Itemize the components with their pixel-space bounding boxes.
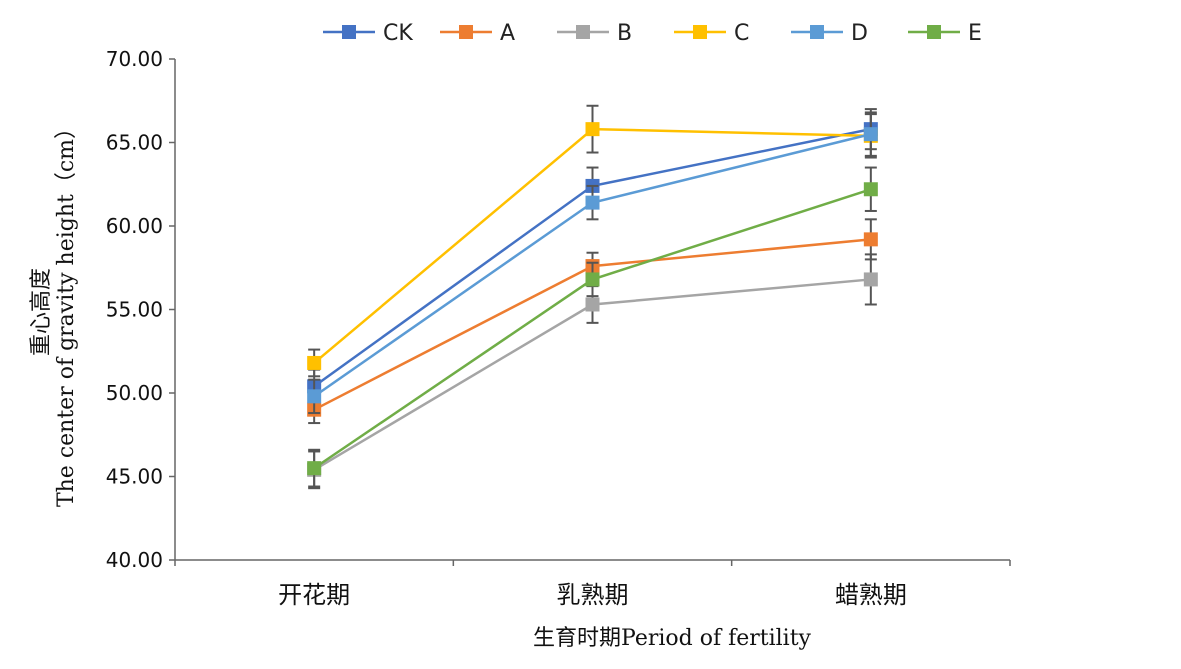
- series-d: [307, 111, 878, 415]
- series-line: [313, 127, 871, 364]
- x-tick-label: 蜡熟期: [835, 581, 907, 609]
- legend-label: C: [734, 21, 749, 46]
- y-tick-label: 55.00: [106, 298, 163, 322]
- series-line: [313, 188, 872, 470]
- data-point: [307, 355, 322, 370]
- data-point: [585, 297, 600, 312]
- legend-item-e: E: [908, 21, 982, 46]
- data-point: [307, 389, 322, 404]
- data-point: [863, 182, 878, 197]
- x-tick-label: 开花期: [278, 581, 350, 609]
- data-point: [863, 272, 878, 287]
- data-point: [863, 127, 878, 142]
- legend-item-a: A: [440, 21, 515, 46]
- y-tick-label: 70.00: [106, 47, 163, 71]
- legend-marker: [810, 25, 824, 39]
- data-point: [585, 272, 600, 287]
- legend-label: E: [968, 21, 982, 46]
- plot-area: [307, 104, 878, 490]
- data-point: [307, 461, 322, 476]
- legend-item-c: C: [674, 21, 749, 46]
- legend: CK A B C D E: [323, 21, 982, 46]
- y-tick-label: 60.00: [106, 214, 163, 238]
- legend-label: CK: [383, 21, 413, 46]
- y-axis-title-group: 重心高度 The center of gravity height（cm）: [29, 117, 79, 507]
- legend-label: A: [500, 21, 515, 46]
- legend-marker: [342, 25, 356, 39]
- legend-item-b: B: [557, 21, 632, 46]
- y-axis-title-zh: 重心高度: [29, 268, 54, 356]
- y-axis-title-en: The center of gravity height（cm）: [54, 117, 79, 507]
- legend-item-ck: CK: [323, 21, 413, 46]
- x-ticks: 开花期 乳熟期 蜡熟期: [174, 560, 1011, 609]
- y-ticks: 40.00 45.00 50.00 55.00 60.00 65.00 70.00: [106, 47, 175, 572]
- legend-marker: [576, 25, 590, 39]
- y-tick-label: 45.00: [106, 465, 163, 489]
- legend-marker: [927, 25, 941, 39]
- legend-item-d: D: [791, 21, 868, 46]
- y-tick-label: 50.00: [106, 381, 163, 405]
- data-point: [585, 195, 600, 210]
- data-point: [863, 232, 878, 247]
- x-axis-title: 生育时期Period of fertility: [533, 626, 812, 651]
- legend-marker: [459, 25, 473, 39]
- data-point: [585, 122, 600, 137]
- y-tick-label: 65.00: [106, 131, 163, 155]
- legend-label: B: [617, 21, 632, 46]
- y-tick-label: 40.00: [106, 548, 163, 572]
- x-tick-label: 乳熟期: [557, 581, 629, 609]
- series-e: [307, 166, 878, 488]
- legend-label: D: [851, 21, 868, 46]
- legend-marker: [693, 25, 707, 39]
